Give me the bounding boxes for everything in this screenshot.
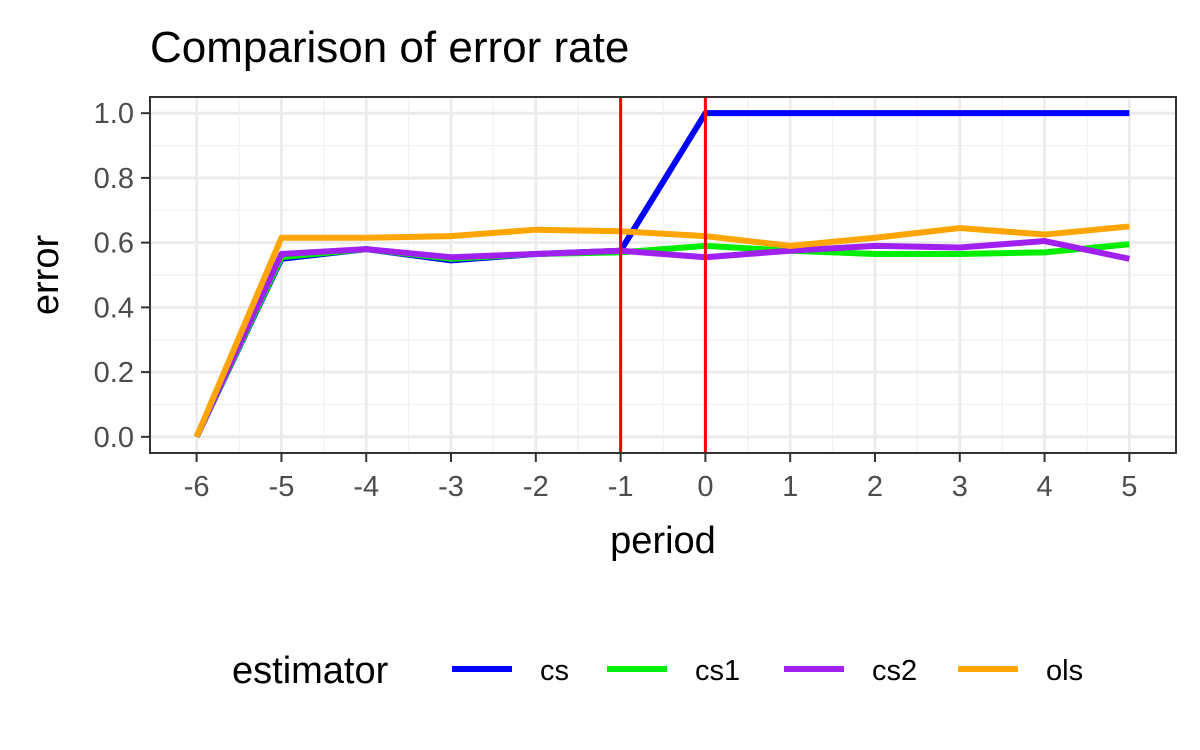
legend-title: estimator xyxy=(232,650,389,692)
x-tick-label: -6 xyxy=(184,471,210,503)
x-tick-label: -2 xyxy=(523,471,549,503)
x-tick-label: -5 xyxy=(269,471,295,503)
x-tick-label: 5 xyxy=(1121,471,1137,503)
y-tick-label: 0.6 xyxy=(94,228,134,260)
legend-label-cs1: cs1 xyxy=(695,655,740,687)
y-axis-title: error xyxy=(25,235,67,316)
series-line-cs2 xyxy=(193,238,1130,439)
x-tick-label: 1 xyxy=(782,471,798,503)
x-tick-label: 4 xyxy=(1036,471,1052,503)
x-tick-label: 0 xyxy=(697,471,713,503)
y-tick-label: 0.2 xyxy=(94,357,134,389)
plot-grid xyxy=(150,97,1176,453)
legend-label-cs2: cs2 xyxy=(872,655,917,687)
x-axis-title: period xyxy=(610,520,716,562)
legend: estimator cs cs1 cs2 ols xyxy=(232,650,1083,692)
x-tick-label: 2 xyxy=(867,471,883,503)
x-tick-label: -1 xyxy=(608,471,634,503)
x-tick-label: -3 xyxy=(438,471,464,503)
legend-label-cs: cs xyxy=(540,655,569,687)
series-line-ols xyxy=(193,223,1130,438)
legend-items: cs cs1 cs2 ols xyxy=(452,655,1083,687)
plot-series xyxy=(193,110,1130,439)
legend-label-ols: ols xyxy=(1046,655,1083,687)
y-axis: 0.0 0.2 0.4 0.6 0.8 1.0 xyxy=(94,98,150,454)
x-tick-label: 3 xyxy=(952,471,968,503)
plot-vlines xyxy=(619,97,707,453)
plot-panel-border xyxy=(149,96,1177,454)
y-tick-label: 1.0 xyxy=(94,98,134,130)
y-tick-label: 0.0 xyxy=(94,422,134,454)
chart-title: Comparison of error rate xyxy=(150,23,629,72)
y-tick-label: 0.8 xyxy=(94,163,134,195)
y-tick-label: 0.4 xyxy=(94,292,134,324)
x-axis: -6 -5 -4 -3 -2 -1 0 1 2 3 4 5 xyxy=(184,453,1137,503)
x-tick-label: -4 xyxy=(353,471,379,503)
